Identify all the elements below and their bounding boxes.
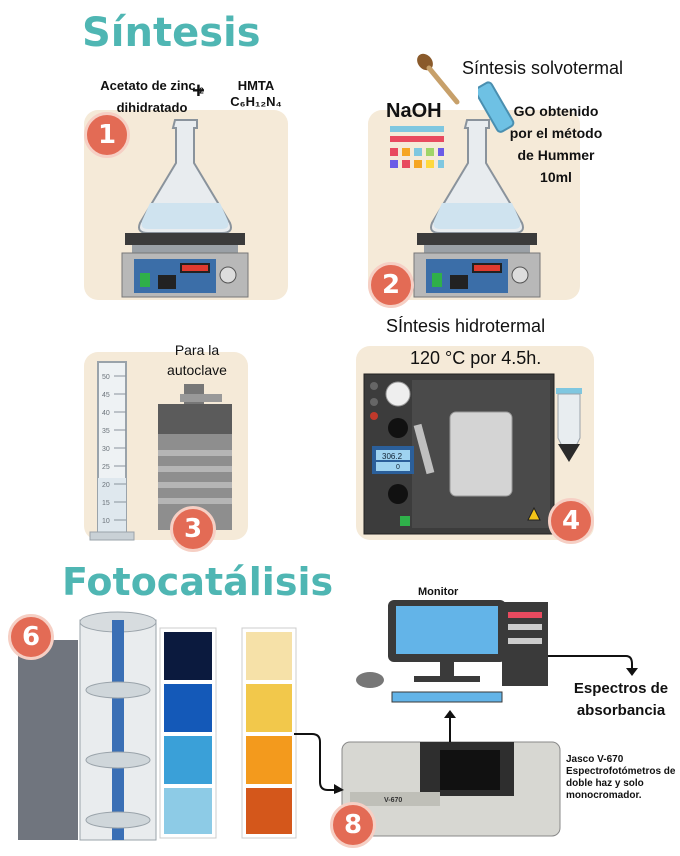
go-vial-icon: [478, 81, 515, 133]
cylinder-tick-label: 20: [102, 482, 110, 489]
cylinder-tick-label: 35: [102, 428, 110, 435]
naoh-label: NaOH: [386, 100, 442, 122]
orange-cuvettes-illustration: [241, 627, 297, 839]
step-8-badge: 8: [330, 802, 376, 848]
step-6-badge: 6: [8, 614, 54, 660]
step-4-badge: 4: [548, 498, 594, 544]
cylinder-tick-label: 30: [102, 446, 110, 453]
photoreactor-illustration: [18, 611, 157, 841]
oven-display-value: 306.2: [382, 452, 403, 461]
oven-display-secondary: 0: [396, 464, 400, 471]
cylinder-tick-label: 25: [102, 464, 110, 471]
instrument-label: Jasco V-670 Espectrofotómetros de doble …: [566, 754, 676, 801]
cylinder-tick-label: 10: [102, 518, 110, 525]
cylinder-tick-label: 50: [102, 374, 110, 381]
cylinder-tick-label: 45: [102, 392, 110, 399]
oven-illustration: 306.2 0: [363, 373, 555, 535]
arrow-to-spectra: [548, 655, 638, 676]
go-description: GO obtenido por el método de Hummer 10ml: [509, 103, 603, 185]
step-3-badge: 3: [170, 506, 216, 552]
hydrothermal-title: SÍntesis hidrotermal: [386, 316, 546, 336]
arrow-up: [444, 710, 456, 742]
instrument-brand: V-670: [384, 797, 402, 804]
dropper-icon: [417, 53, 460, 105]
flask-hotplate-1-illustration: [121, 119, 249, 298]
spectra-label: Espectros de absorbancia: [573, 680, 669, 719]
reagent-2-label: HMTA C₆H₁₂N₄: [228, 78, 284, 110]
plus-sign: +: [192, 78, 205, 103]
graduated-cylinder-illustration: 50 45 40 35 30 25 20 15 10: [89, 361, 135, 541]
reagent-1-line2: dihidratado: [116, 99, 188, 115]
arrow-to-instrument: [294, 733, 344, 794]
reagent-1-subscript: 2: [199, 86, 204, 96]
reagent-2-formula: C₆H₁₂N₄: [230, 94, 282, 109]
computer-illustration: [356, 600, 548, 703]
reagent-2-name: HMTA: [237, 78, 275, 93]
spectrophotometer-illustration: V-670: [341, 741, 561, 837]
solvothermal-title: Síntesis solvotermal: [462, 58, 624, 78]
cylinder-tick-label: 40: [102, 410, 110, 417]
step-1-badge: 1: [84, 112, 130, 158]
blue-cuvettes-illustration: [159, 627, 217, 839]
autoclave-label: Para la autoclave: [167, 342, 227, 378]
reagent-1-label: Acetato de zinc 2 dihidratado: [92, 78, 212, 116]
monitor-label: Monitor: [418, 586, 459, 598]
synthesis-title: Síntesis: [82, 10, 261, 56]
reagent-1-line1: Acetato de zinc: [100, 78, 196, 93]
flask-hotplate-2-illustration: [413, 119, 541, 298]
hydrothermal-conditions: 120 °C por 4.5h.: [410, 348, 542, 368]
cylinder-tick-label: 15: [102, 500, 110, 507]
step-2-badge: 2: [368, 262, 414, 308]
photocatalysis-title: Fotocatálisis: [62, 560, 334, 604]
reagent-chart-icon: [390, 126, 444, 168]
teflon-vial-icon: [556, 388, 582, 462]
